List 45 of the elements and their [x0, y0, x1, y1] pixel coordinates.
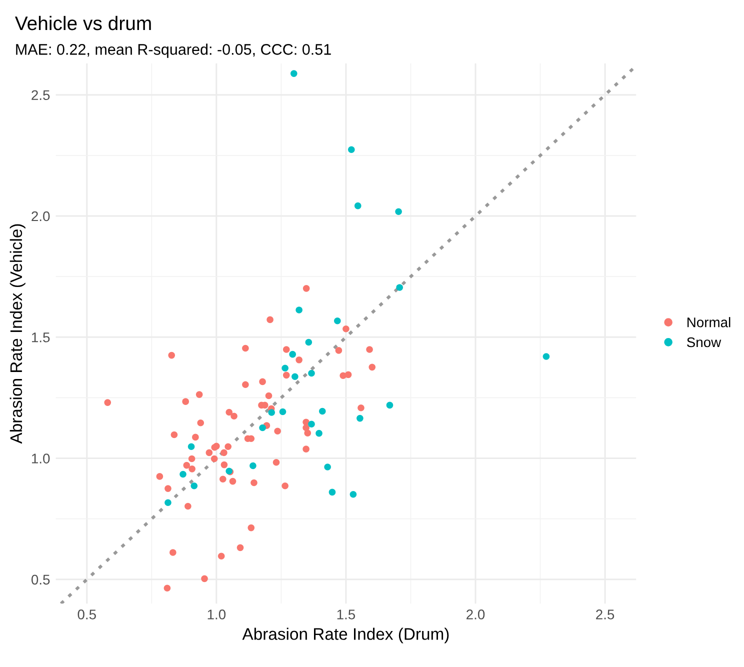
point	[190, 482, 198, 490]
y-tick-label: 2.5	[32, 90, 50, 100]
point	[324, 464, 331, 470]
chart-title: Vehicle vs drum	[14, 16, 151, 30]
point	[289, 350, 296, 358]
point	[396, 284, 403, 291]
point	[356, 414, 364, 422]
point	[542, 353, 550, 360]
point	[386, 402, 394, 409]
point	[308, 420, 315, 428]
point	[279, 408, 286, 416]
point	[180, 470, 186, 478]
point	[350, 490, 357, 498]
point	[316, 430, 322, 437]
point	[164, 499, 172, 506]
point	[290, 70, 298, 77]
x-tick-label: 2.5	[596, 610, 614, 620]
point	[282, 364, 288, 372]
y-axis-title: Abrasion Rate Index (Vehicle)	[10, 224, 26, 444]
y-tick-label: 0.5	[31, 574, 50, 585]
point	[318, 408, 326, 415]
point	[308, 370, 315, 377]
point	[305, 338, 312, 346]
point	[268, 409, 276, 416]
point	[188, 443, 195, 450]
y-tick-label: 1.0	[32, 454, 50, 464]
point	[296, 306, 302, 314]
legend-label: Normal	[688, 317, 730, 328]
legend-label: Snow	[687, 337, 722, 348]
chart-subtitle: MAE: 0.22, mean R-squared: -0.05, CCC: 0.51	[16, 44, 331, 58]
x-axis-title: Abrasion Rate Index (Drum)	[242, 628, 449, 644]
point	[334, 318, 341, 324]
point	[328, 488, 336, 496]
point	[395, 208, 402, 216]
y-tick-label: 2.0	[32, 211, 50, 222]
x-tick-label: 1.0	[208, 610, 226, 620]
x-tick-label: 0.5	[78, 610, 96, 620]
y-tick-label: 1.5	[32, 332, 50, 342]
point	[348, 146, 355, 154]
x-tick-label: 1.5	[337, 610, 356, 620]
point	[354, 202, 362, 210]
point	[259, 424, 266, 432]
x-tick-label: 2.0	[466, 610, 485, 620]
point	[292, 373, 298, 380]
point	[250, 462, 256, 470]
